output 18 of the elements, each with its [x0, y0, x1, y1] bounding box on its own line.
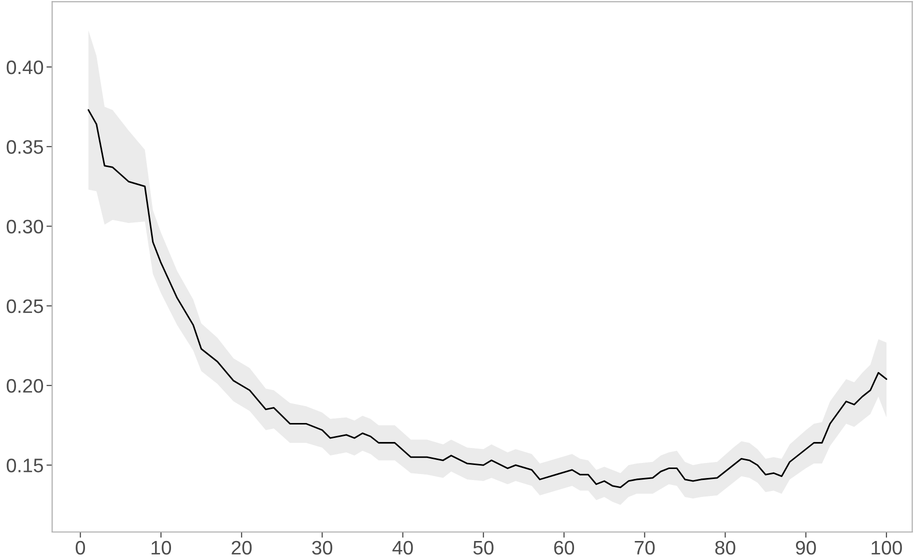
x-tick-label: 90	[796, 540, 816, 555]
y-tick-label: 0.20	[6, 378, 44, 393]
x-tick-label: 40	[392, 540, 413, 555]
y-tick-label: 0.15	[6, 458, 44, 472]
x-tick-label: 80	[715, 540, 736, 555]
x-tick-label: 60	[554, 540, 574, 555]
y-tick-label: 0.30	[6, 220, 44, 234]
x-tick-label: 70	[634, 540, 655, 555]
x-tick-label: 20	[232, 540, 252, 555]
x-tick-label: 10	[152, 540, 172, 555]
x-tick-label: 50	[473, 540, 494, 555]
y-tick-label: 0.40	[6, 60, 44, 74]
x-tick-label: 0	[76, 540, 86, 555]
y-tick-label: 0.35	[6, 140, 44, 154]
y-tick-label: 0.25	[6, 299, 44, 314]
x-tick-label: 100	[872, 540, 902, 555]
line-series	[88, 109, 888, 488]
x-tick-label: 30	[312, 540, 332, 555]
